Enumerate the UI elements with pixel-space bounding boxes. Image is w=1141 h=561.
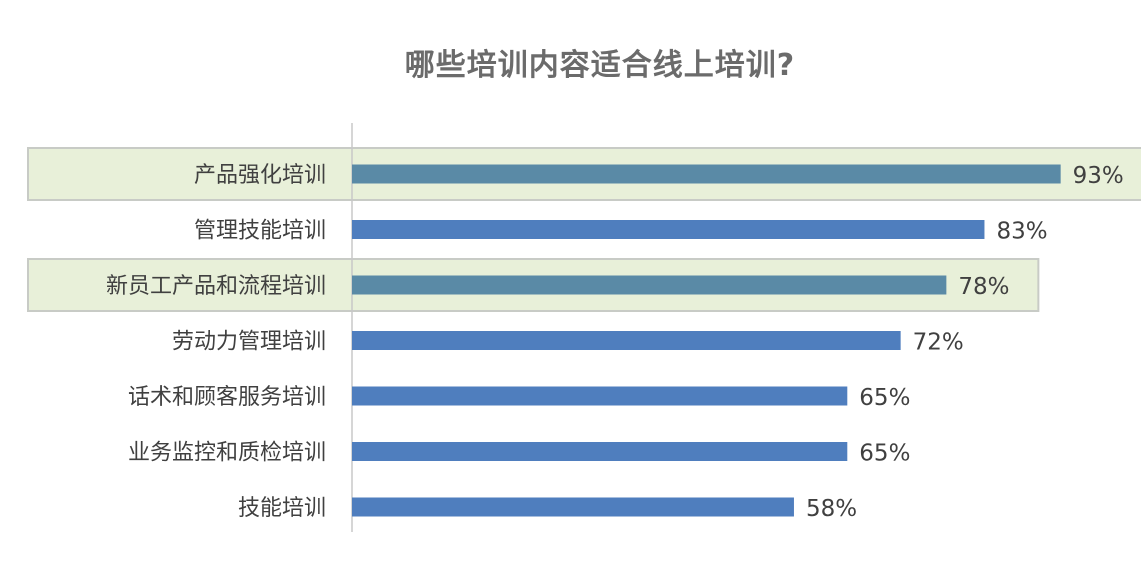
bar bbox=[352, 275, 947, 295]
labels-layer: 产品强化培训 93% 管理技能培训 83% 新员工产品和流程培训 78% 劳动力管理培训 72… bbox=[106, 163, 1124, 522]
bar bbox=[352, 164, 1061, 184]
chart-title: 哪些培训内容适合线上培训? bbox=[404, 48, 796, 83]
data-label: 93% bbox=[1073, 163, 1124, 189]
category-label: 劳动力管理培训 bbox=[172, 330, 326, 355]
data-label: 83% bbox=[996, 219, 1047, 245]
category-label: 产品强化培训 bbox=[194, 163, 326, 188]
data-label: 65% bbox=[859, 441, 910, 467]
category-label: 管理技能培训 bbox=[194, 219, 326, 244]
data-label: 78% bbox=[958, 274, 1009, 300]
category-label: 技能培训 bbox=[238, 496, 326, 521]
category-label: 业务监控和质检培训 bbox=[128, 441, 326, 466]
bar bbox=[352, 386, 848, 406]
data-label: 65% bbox=[859, 385, 910, 411]
bars-layer bbox=[352, 164, 1061, 517]
bar bbox=[352, 442, 848, 461]
category-label: 新员工产品和流程培训 bbox=[106, 274, 326, 299]
bar bbox=[352, 220, 985, 239]
data-label: 58% bbox=[806, 496, 857, 522]
bar bbox=[352, 497, 794, 517]
category-label: 话术和顾客服务培训 bbox=[128, 385, 326, 410]
data-label: 72% bbox=[913, 330, 964, 356]
bar bbox=[352, 331, 901, 350]
